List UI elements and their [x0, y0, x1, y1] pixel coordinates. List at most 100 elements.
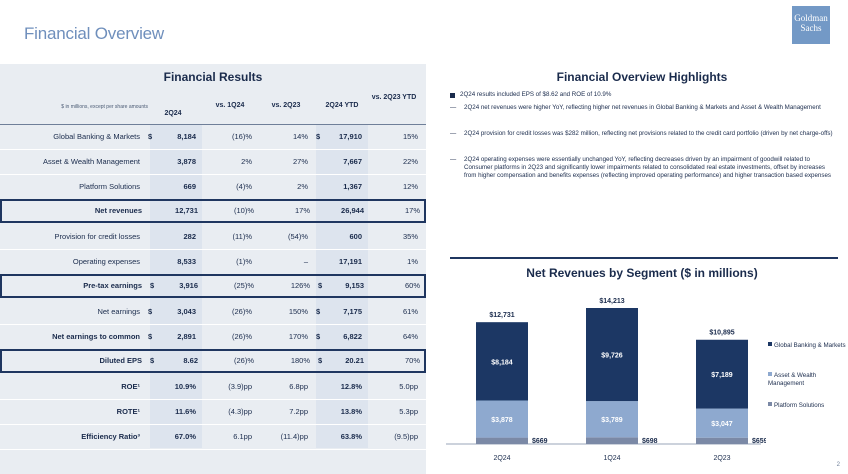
currency-ytd: $	[318, 356, 323, 365]
row-divider	[0, 399, 426, 400]
change-vs-2q23: 2%	[297, 182, 308, 191]
change-vs-1q24: (1)%	[236, 257, 252, 266]
x-tick-label: 1Q24	[603, 455, 620, 462]
bar-data-label: $698	[642, 438, 658, 445]
value-ytd: 6,822	[343, 332, 362, 341]
highlight-sub-2: 2Q24 provision for credit losses was $28…	[464, 130, 833, 137]
value-ytd: 7,175	[343, 307, 362, 316]
table-row: Net earnings to common $2,891 (26)% 170% $6,…	[0, 324, 426, 350]
bar-total-label: $10,895	[709, 330, 734, 337]
bar-data-label: $9,726	[601, 353, 623, 360]
highlight-sub-1: 2Q24 net revenues were higher YoY, refle…	[464, 104, 821, 111]
change-vs-1q24: (10)%	[233, 206, 254, 215]
table-row: Provision for credit losses 282 (11)% (54)%…	[0, 224, 426, 250]
row-label: Pre-tax earnings	[83, 281, 142, 290]
change-vs-1q24: (3.9)pp	[228, 382, 252, 391]
financial-results-title: Financial Results	[163, 70, 263, 84]
change-vs-1q24: (11)%	[232, 232, 252, 241]
col-band-ytd	[316, 124, 368, 448]
currency-2q24: $	[148, 332, 153, 341]
change-vs-ytd: 12%	[402, 182, 418, 191]
table-row: Pre-tax earnings $3,916 (25)% 126% $9,153 60%	[0, 274, 426, 298]
goldman-sachs-logo: Goldman Sachs	[792, 6, 830, 44]
col-header-ytd: 2Q24 YTD	[325, 102, 359, 109]
row-label: Asset & Wealth Management	[43, 157, 140, 166]
change-vs-1q24: (4)%	[236, 182, 252, 191]
col-header-vs-1q24: vs. 1Q24	[215, 102, 245, 109]
bar-data-label: $3,047	[711, 421, 733, 428]
row-divider	[0, 324, 426, 325]
bar-segment	[476, 400, 528, 438]
value-ytd: 20.21	[345, 356, 364, 365]
col-header-vs-ytd: vs. 2Q23 YTD	[371, 94, 417, 101]
bar-segment	[696, 408, 748, 438]
col-header-2q24: 2Q24	[164, 110, 182, 117]
change-vs-ytd: 61%	[402, 307, 418, 316]
value-2q24: 3,878	[177, 157, 196, 166]
x-tick-label: 2Q23	[713, 455, 730, 462]
change-vs-2q23: 14%	[292, 132, 308, 141]
change-vs-ytd: 35%	[402, 232, 418, 241]
row-label: ROTE¹	[116, 407, 140, 416]
net-revenues-chart: $669 $3,878 $8,184 $12,731 2Q24 $698 $3,789 $9,…	[446, 298, 766, 462]
bar-data-label: $7,189	[711, 372, 733, 379]
value-2q24: 8,533	[177, 257, 196, 266]
change-vs-ytd: 17%	[404, 206, 420, 215]
legend-item-ps: Platform Solutions	[768, 402, 824, 410]
table-row: Net revenues 12,731 (10)% 17% 26,944 17%	[0, 199, 426, 223]
dash-icon: —	[450, 156, 457, 163]
value-2q24: 8,184	[177, 132, 196, 141]
currency-2q24: $	[148, 132, 153, 141]
value-ytd: 1,367	[343, 182, 362, 191]
change-vs-1q24: (26)%	[231, 307, 252, 316]
row-divider	[0, 424, 426, 425]
change-vs-ytd: 60%	[404, 281, 420, 290]
highlights-divider	[450, 257, 838, 259]
legend-label: Global Banking & Markets	[774, 342, 846, 349]
table-row: Operating expenses 8,533 (1)% – 17,191 1%	[0, 249, 426, 275]
change-vs-1q24: 6.1pp	[233, 432, 252, 441]
bar-segment	[696, 339, 748, 409]
change-vs-ytd: 22%	[402, 157, 418, 166]
bar-data-label: $3,789	[601, 417, 623, 424]
value-ytd: 17,191	[339, 257, 362, 266]
change-vs-2q23: 17%	[294, 206, 310, 215]
header-divider	[0, 124, 426, 125]
bar-data-label: $659	[752, 438, 766, 445]
change-vs-2q23: 150%	[288, 307, 308, 316]
table-row: Global Banking & Markets $8,184 (16)% 14% $1…	[0, 124, 426, 150]
change-vs-ytd: 15%	[402, 132, 418, 141]
currency-2q24: $	[150, 281, 155, 290]
change-vs-1q24: (26)%	[231, 332, 252, 341]
legend-item-awm: Asset & Wealth Management	[768, 372, 848, 388]
bar-segment	[476, 322, 528, 401]
highlight-main: 2Q24 results included EPS of $8.62 and R…	[460, 91, 612, 98]
bar-segment	[586, 308, 638, 402]
change-vs-2q23: (54)%	[287, 232, 308, 241]
row-divider	[0, 174, 426, 175]
header-bar	[0, 0, 848, 64]
value-ytd: 9,153	[345, 281, 364, 290]
value-ytd: 600	[349, 232, 362, 241]
bar-segment	[476, 437, 528, 444]
change-vs-2q23: 7.2pp	[289, 407, 308, 416]
row-label: Net revenues	[94, 206, 142, 215]
change-vs-ytd: 5.0pp	[399, 382, 418, 391]
col-header-vs-2q23: vs. 2Q23	[271, 102, 301, 109]
row-label: Operating expenses	[72, 257, 140, 266]
change-vs-2q23: –	[303, 257, 308, 266]
currency-ytd: $	[316, 307, 321, 316]
bar-total-label: $14,213	[599, 298, 624, 305]
bar-total-label: $12,731	[489, 312, 514, 319]
highlights-title: Financial Overview Highlights	[556, 70, 728, 84]
value-ytd: 13.8%	[340, 407, 362, 416]
highlight-sub-3: 2Q24 operating expenses were essentially…	[464, 156, 831, 179]
change-vs-ytd: 1%	[407, 257, 418, 266]
currency-ytd: $	[316, 332, 321, 341]
table-row: ROTE¹ 11.6% (4.3)pp 7.2pp 13.8% 5.3pp	[0, 399, 426, 425]
table-row: Asset & Wealth Management 3,878 2% 27% 7,667…	[0, 149, 426, 175]
legend-item-gbm: Global Banking & Markets	[768, 342, 846, 350]
change-vs-2q23: 170%	[288, 332, 308, 341]
row-label: Provision for credit losses	[54, 232, 140, 241]
change-vs-2q23: 180%	[290, 356, 310, 365]
